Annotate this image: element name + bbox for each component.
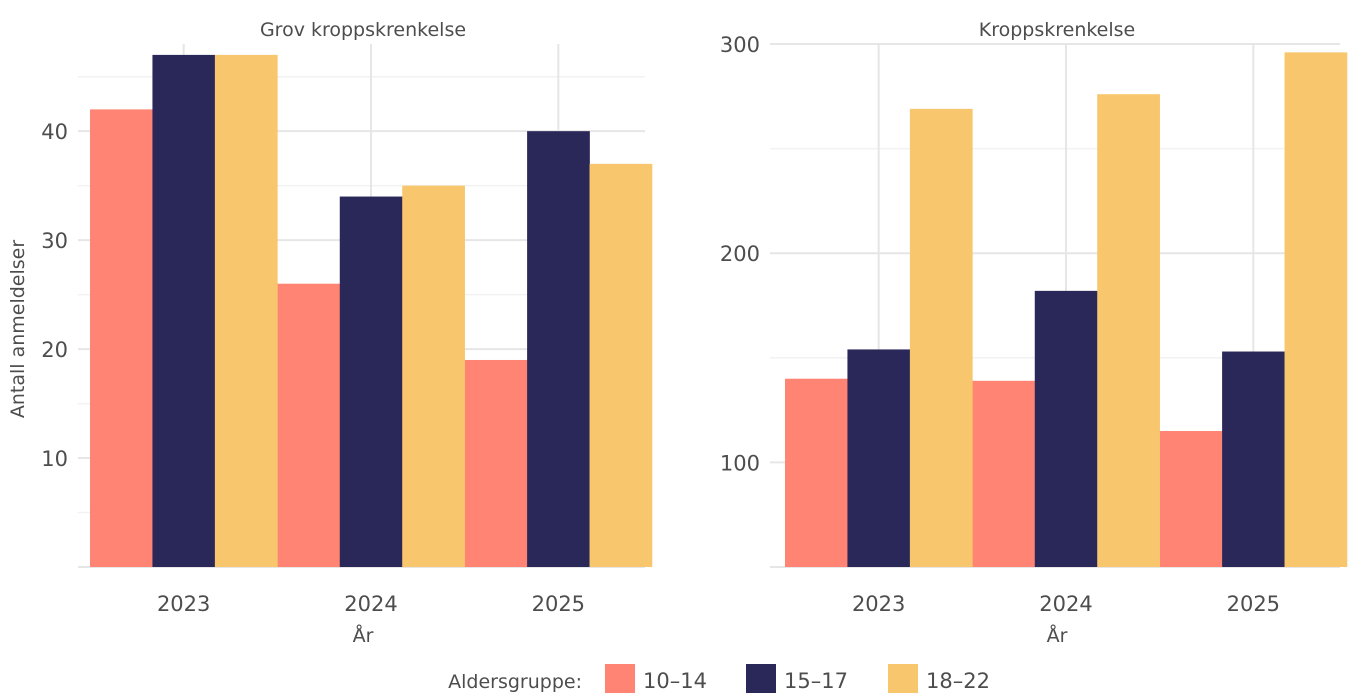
x-axis-label: År <box>353 624 374 647</box>
bar-2024-18-22 <box>1097 94 1160 567</box>
bar-2023-10-14 <box>785 378 848 567</box>
legend-label: 15–17 <box>784 669 848 693</box>
x-tick-label: 2025 <box>1227 592 1280 616</box>
x-tick-label: 2024 <box>1039 592 1092 616</box>
x-tick-label: 2024 <box>344 592 397 616</box>
legend-item-10-14: 10–14 <box>605 664 707 694</box>
y-tick-label: 40 <box>41 120 68 144</box>
legend-swatch <box>888 664 918 694</box>
bar-2024-10-14 <box>277 283 341 567</box>
legend-swatch <box>605 664 635 694</box>
panel-title: Grov kroppskrenkelse <box>260 19 466 41</box>
y-tick-label: 200 <box>720 242 760 266</box>
y-axis-label: Antall anmeldelser <box>7 240 29 419</box>
legend: Aldersgruppe: 10–14 15–17 18–22 <box>448 664 990 694</box>
legend-item-15-17: 15–17 <box>746 664 848 694</box>
x-axis-label: År <box>1047 624 1068 647</box>
bar-2023-15-17 <box>152 54 216 568</box>
x-tick-label: 2025 <box>532 592 585 616</box>
legend-item-18-22: 18–22 <box>888 664 990 694</box>
panel-kroppskrenkelse: 100 200 300 2023 2024 2025 Kroppskrenkelse År <box>720 19 1348 647</box>
bar-2024-10-14 <box>972 380 1036 567</box>
bar-2024-15-17 <box>1034 290 1098 567</box>
bar-2025-15-17 <box>1222 351 1285 567</box>
y-tick-label: 10 <box>41 447 68 471</box>
y-tick-label: 20 <box>41 338 68 362</box>
legend-label: 18–22 <box>926 669 990 693</box>
panel-title: Kroppskrenkelse <box>979 19 1136 41</box>
y-tick-label: 100 <box>720 451 760 475</box>
bar-2023-18-22 <box>909 108 973 568</box>
y-tick-label: 30 <box>41 229 68 253</box>
bar-2023-10-14 <box>90 109 153 567</box>
bar-2025-10-14 <box>1159 431 1223 567</box>
bar-2024-15-17 <box>339 196 403 567</box>
bar-2023-18-22 <box>214 54 278 568</box>
legend-label: 10–14 <box>643 669 707 693</box>
bar-2023-15-17 <box>847 349 911 567</box>
y-tick-label: 300 <box>720 33 760 57</box>
bar-2025-18-22 <box>1284 52 1348 568</box>
bar-2025-15-17 <box>527 131 590 567</box>
legend-title: Aldersgruppe: <box>448 671 582 693</box>
panel-grov-kroppskrenkelse: 10 20 30 40 2023 2024 2025 Grov kroppskrenkelse… <box>41 19 653 647</box>
x-tick-label: 2023 <box>852 592 905 616</box>
bar-2024-18-22 <box>402 185 465 568</box>
bar-2025-18-22 <box>589 163 653 567</box>
legend-swatch <box>746 664 776 694</box>
bar-2025-10-14 <box>464 359 528 567</box>
x-tick-label: 2023 <box>157 592 210 616</box>
